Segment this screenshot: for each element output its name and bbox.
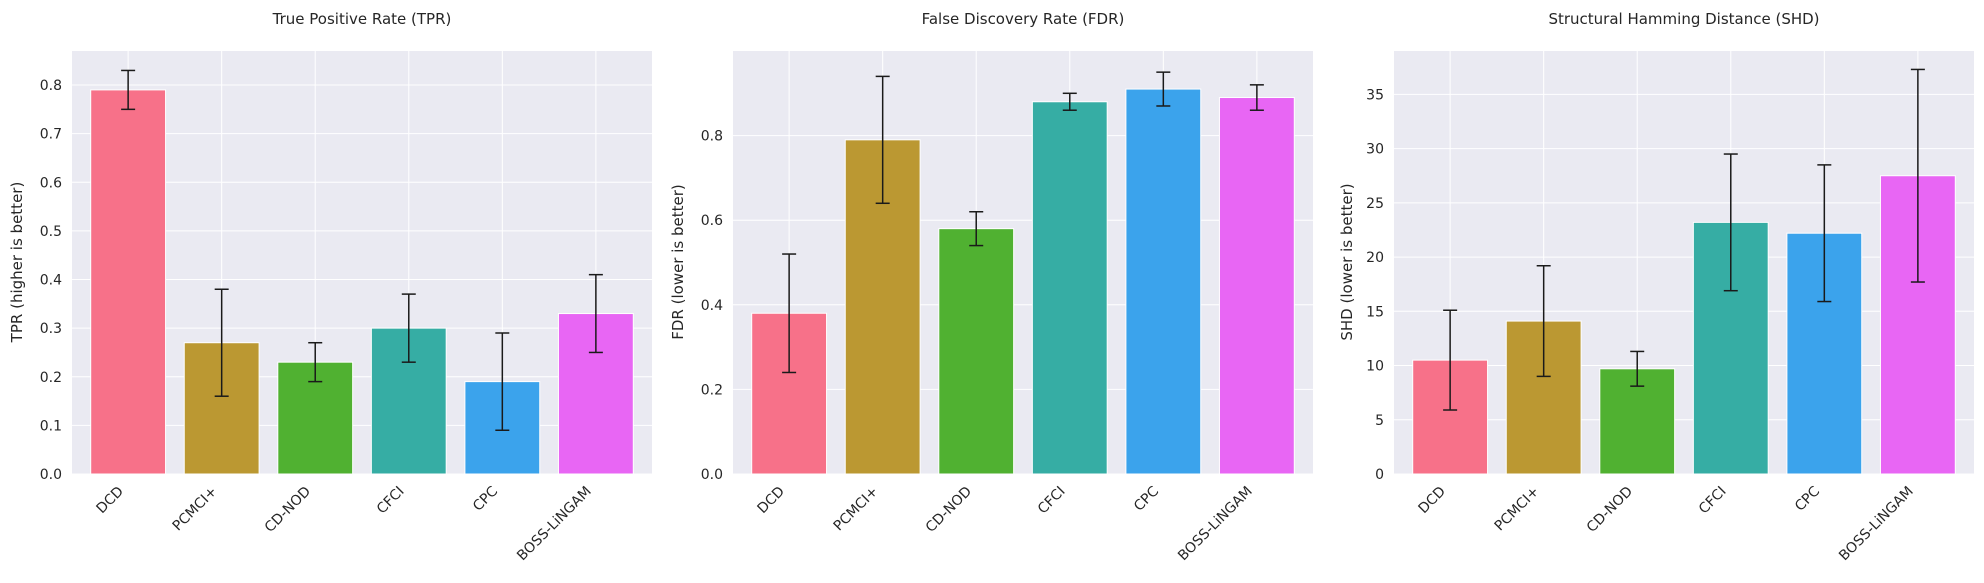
fdr-y-tick-label: 0.6 <box>701 213 723 229</box>
tpr-y-tick-label: 0.6 <box>40 175 62 191</box>
fdr-y-tick-label: 0.4 <box>701 298 723 314</box>
fdr-errorbar-cd-nod <box>969 210 984 247</box>
fdr-chart-panel: 0.00.20.40.60.8 DCD PCMCI+ CD-NOD CFCI CPC BO… <box>669 10 1313 564</box>
fdr-errorbar-dcd <box>782 253 797 374</box>
fdr-errorbar-cfci <box>1062 92 1077 111</box>
shd-y-tick-label: 20 <box>1366 250 1384 266</box>
tpr-errorbar-cpc <box>495 332 510 431</box>
fdr-bar-cpc <box>1125 88 1202 475</box>
shd-chart-title: Structural Hamming Distance (SHD) <box>1548 10 1819 28</box>
tpr-plot-area <box>72 51 652 474</box>
fdr-bar-cfci <box>1031 101 1108 475</box>
shd-y-tick-label: 10 <box>1366 359 1384 375</box>
shd-plot-area <box>1394 51 1974 474</box>
tpr-y-axis-label: TPR (higher is better) <box>8 182 26 344</box>
shd-y-axis-label: SHD (lower is better) <box>1338 183 1356 340</box>
fdr-errorbar-pcmci <box>875 75 890 205</box>
tpr-errorbar-pcmci <box>214 288 229 397</box>
shd-errorbar-pcmci <box>1536 265 1551 378</box>
shd-errorbar-dcd <box>1443 309 1458 411</box>
shd-errorbar-cpc <box>1817 164 1832 303</box>
fdr-bar-boss-lingam <box>1218 97 1295 475</box>
tpr-errorbar-cd-nod <box>308 341 323 383</box>
tpr-errorbar-boss-lingam <box>588 273 603 354</box>
fdr-y-axis-label: FDR (lower is better) <box>669 184 687 340</box>
tpr-y-tick-label: 0.4 <box>40 273 62 289</box>
tpr-errorbar-cfci <box>401 293 416 363</box>
shd-y-tick-label: 5 <box>1375 413 1384 429</box>
tpr-chart-title: True Positive Rate (TPR) <box>272 10 452 28</box>
shd-y-tick-label: 35 <box>1366 87 1384 103</box>
fdr-y-tick-label: 0.8 <box>701 129 723 145</box>
tpr-y-tick-label: 0.3 <box>40 321 62 337</box>
fdr-errorbar-boss-lingam <box>1249 84 1264 111</box>
fdr-y-tick-label: 0.2 <box>701 382 723 398</box>
fdr-y-tick-label: 0.0 <box>701 467 723 483</box>
shd-y-tick-label: 30 <box>1366 142 1384 158</box>
fdr-plot-area <box>733 51 1313 474</box>
shd-y-tick-label: 25 <box>1366 196 1384 212</box>
tpr-bar-dcd <box>90 89 167 475</box>
tpr-y-tick-label: 0.1 <box>40 418 62 434</box>
shd-errorbar-cd-nod <box>1630 350 1645 387</box>
fdr-bar-cd-nod <box>938 228 1015 475</box>
tpr-errorbar-dcd <box>121 69 136 111</box>
shd-y-tick-label: 0 <box>1375 467 1384 483</box>
fdr-errorbar-cpc <box>1156 71 1171 107</box>
fdr-chart-title: False Discovery Rate (FDR) <box>922 10 1125 28</box>
shd-y-tick-label: 15 <box>1366 304 1384 320</box>
tpr-y-tick-label: 0.7 <box>40 127 62 143</box>
shd-errorbar-boss-lingam <box>1910 68 1925 283</box>
shd-errorbar-cfci <box>1723 153 1738 292</box>
tpr-y-tick-label: 0.5 <box>40 224 62 240</box>
tpr-chart-panel: 0.00.10.20.30.40.50.60.70.8 DCD PCMCI+ CD-… <box>8 10 652 564</box>
tpr-y-tick-label: 0.2 <box>40 370 62 386</box>
tpr-y-tick-label: 0.8 <box>40 78 62 94</box>
tpr-y-tick-label: 0.0 <box>40 467 62 483</box>
